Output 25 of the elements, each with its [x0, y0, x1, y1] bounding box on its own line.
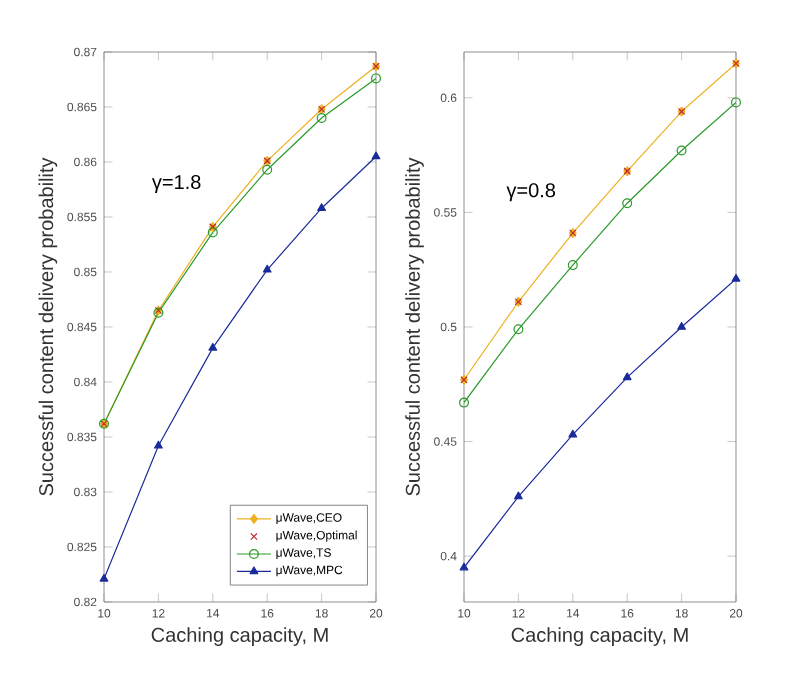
- point: [207, 227, 218, 238]
- point: [622, 198, 633, 209]
- point: [513, 324, 524, 335]
- point: [513, 491, 523, 500]
- point: [622, 372, 632, 381]
- point: [262, 264, 272, 273]
- point: [317, 203, 327, 211]
- x-axis-title: Caching capacity, M: [511, 627, 688, 646]
- point: [371, 151, 381, 160]
- point: [208, 342, 218, 351]
- annotation: γ=1.8: [151, 174, 201, 194]
- point: [154, 440, 163, 449]
- x-axis-title: Caching capacity, M: [151, 627, 328, 646]
- point: [316, 112, 327, 123]
- annotation: γ=0.8: [506, 183, 556, 202]
- point: [99, 573, 109, 582]
- y-axis-title: Successful content delivery probability: [38, 157, 58, 496]
- point: [731, 273, 741, 282]
- point: [677, 321, 687, 330]
- point: [459, 562, 469, 571]
- y-axis-title: Successful content delivery probability: [405, 157, 424, 496]
- point: [676, 145, 687, 156]
- point: [262, 164, 273, 175]
- point: [567, 260, 578, 271]
- point: [568, 429, 578, 438]
